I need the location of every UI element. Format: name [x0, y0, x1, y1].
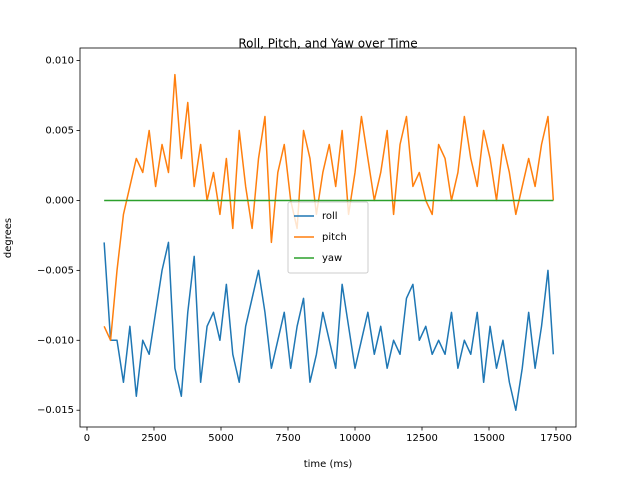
x-tick-label: 17500 — [540, 433, 572, 444]
x-tick-label: 15000 — [473, 433, 505, 444]
x-tick-label: 0 — [84, 433, 90, 444]
x-tick-label: 2500 — [141, 433, 166, 444]
series-line — [103, 73, 555, 342]
y-tick-label: 0.010 — [45, 56, 74, 67]
x-tick-label: 12500 — [406, 433, 438, 444]
y-tick-label: −0.010 — [37, 335, 74, 346]
y-tick-label: 0.005 — [45, 126, 74, 137]
x-axis-label: time (ms) — [304, 459, 353, 470]
legend: roll pitch yaw — [287, 201, 369, 274]
plot-frame — [79, 47, 577, 428]
chart-title: Roll, Pitch, and Yaw over Time — [238, 37, 417, 51]
series-line — [103, 241, 555, 411]
y-tick-label: −0.005 — [37, 265, 74, 276]
legend-label: roll — [322, 211, 338, 222]
legend-label: pitch — [322, 232, 347, 243]
legend-label: yaw — [322, 253, 342, 264]
y-axis-label: degrees — [3, 218, 14, 258]
y-tick-label: 0.000 — [45, 195, 74, 206]
y-tick-label: −0.015 — [37, 405, 74, 416]
x-tick-label: 10000 — [339, 433, 371, 444]
legend-box — [287, 201, 369, 274]
x-tick-label: 5000 — [208, 433, 233, 444]
x-tick-label: 7500 — [275, 433, 300, 444]
